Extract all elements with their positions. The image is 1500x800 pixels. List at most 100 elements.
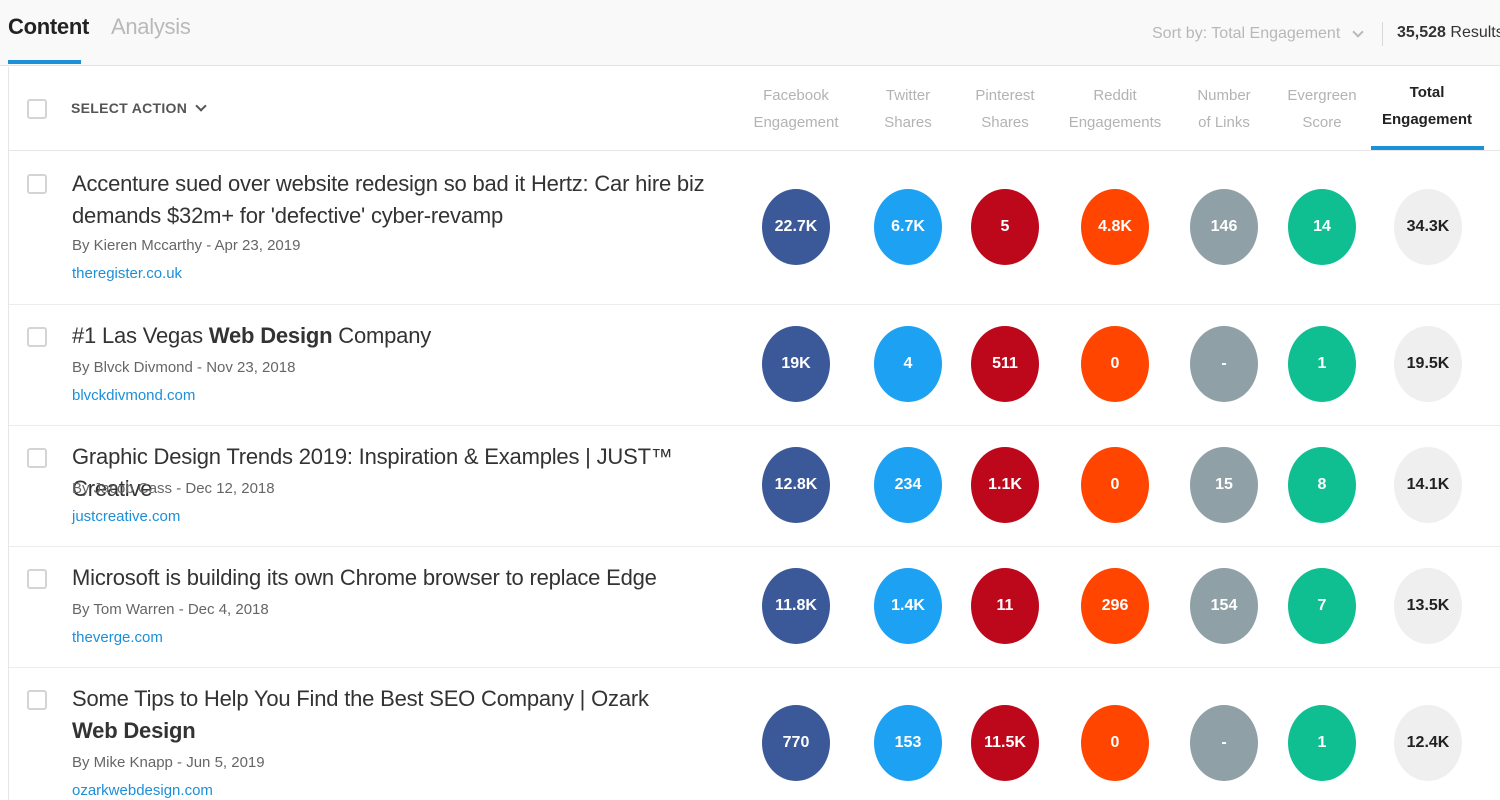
reddit-engagements-badge: 0	[1081, 705, 1149, 781]
article-title[interactable]: #1 Las Vegas Web Design Company	[72, 320, 722, 352]
column-header-links[interactable]: Number of Links	[1169, 82, 1279, 136]
tab-content[interactable]: Content	[8, 14, 89, 39]
column-header-total[interactable]: Total Engagement	[1372, 79, 1482, 133]
title-text: #1 Las Vegas	[72, 323, 209, 348]
column-header-line: Evergreen	[1287, 87, 1357, 104]
reddit-engagements-badge: 0	[1081, 326, 1149, 402]
column-header-line: Score	[1302, 114, 1342, 131]
article-meta: By Kieren Mccarthy - Apr 23, 2019	[72, 237, 301, 254]
total-engagement-badge: 12.4K	[1394, 705, 1462, 781]
evergreen-score-badge: 1	[1288, 705, 1356, 781]
title-text: Company	[332, 323, 432, 348]
column-header-line: Shares	[884, 114, 932, 131]
chevron-down-icon	[1352, 26, 1364, 38]
reddit-engagements-badge: 0	[1081, 447, 1149, 523]
number-of-links-badge: -	[1190, 705, 1258, 781]
article-domain-link[interactable]: theverge.com	[72, 629, 163, 646]
column-header-line: of Links	[1198, 114, 1250, 131]
table-row: #1 Las Vegas Web Design Company By Blvck…	[9, 305, 1500, 426]
twitter-shares-badge: 234	[874, 447, 942, 523]
column-header-line: Shares	[981, 114, 1029, 131]
title-highlight: Web Design	[72, 718, 196, 743]
table-row: Graphic Design Trends 2019: Inspiration …	[9, 426, 1500, 547]
total-engagement-badge: 13.5K	[1394, 568, 1462, 644]
row-checkbox[interactable]	[27, 448, 47, 468]
tab-analysis[interactable]: Analysis	[111, 14, 191, 39]
column-header-twitter[interactable]: Twitter Shares	[853, 82, 963, 136]
column-header-line: Engagements	[1068, 114, 1162, 131]
twitter-shares-badge: 4	[874, 326, 942, 402]
row-checkbox[interactable]	[27, 569, 47, 589]
results-number: 35,528	[1397, 24, 1446, 41]
article-domain-link[interactable]: justcreative.com	[72, 508, 181, 525]
pinterest-shares-badge: 511	[971, 326, 1039, 402]
column-header-line: Facebook	[763, 87, 829, 104]
article-title[interactable]: Graphic Design Trends 2019: Inspiration …	[72, 441, 722, 505]
table-row: Some Tips to Help You Find the Best SEO …	[9, 668, 1500, 800]
sort-dropdown[interactable]: Sort by: Total Engagement	[1152, 25, 1364, 43]
pinterest-shares-badge: 1.1K	[971, 447, 1039, 523]
title-text: Some Tips to Help You Find the Best SEO …	[72, 686, 649, 711]
article-domain-link[interactable]: theregister.co.uk	[72, 265, 183, 282]
reddit-engagements-badge: 296	[1081, 568, 1149, 644]
article-meta: By Tom Warren - Dec 4, 2018	[72, 601, 269, 618]
column-header-line: Engagement	[1381, 111, 1472, 128]
number-of-links-badge: -	[1190, 326, 1258, 402]
results-label: Results	[1450, 24, 1500, 41]
table-header: SELECT ACTION Facebook Engagement Twitte…	[9, 67, 1500, 151]
select-action-label: SELECT ACTION	[71, 100, 188, 116]
article-title[interactable]: Microsoft is building its own Chrome bro…	[72, 562, 722, 594]
article-domain-link[interactable]: ozarkwebdesign.com	[72, 782, 213, 799]
evergreen-score-badge: 14	[1288, 189, 1356, 265]
column-header-line: Number	[1197, 87, 1251, 104]
evergreen-score-badge: 7	[1288, 568, 1356, 644]
reddit-engagements-badge: 4.8K	[1081, 189, 1149, 265]
evergreen-score-badge: 8	[1288, 447, 1356, 523]
title-text: Accenture sued over website redesign so …	[72, 171, 705, 228]
article-meta: By Mike Knapp - Jun 5, 2019	[72, 754, 265, 771]
twitter-shares-badge: 6.7K	[874, 189, 942, 265]
total-engagement-badge: 19.5K	[1394, 326, 1462, 402]
title-text: Microsoft is building its own Chrome bro…	[72, 565, 657, 590]
results-count: 35,528 Results	[1397, 24, 1500, 42]
facebook-engagement-badge: 19K	[762, 326, 830, 402]
number-of-links-badge: 154	[1190, 568, 1258, 644]
row-checkbox[interactable]	[27, 174, 47, 194]
title-highlight: Web Design	[208, 323, 333, 348]
number-of-links-badge: 146	[1190, 189, 1258, 265]
article-title[interactable]: Accenture sued over website redesign so …	[72, 168, 722, 232]
column-header-reddit[interactable]: Reddit Engagements	[1060, 82, 1170, 136]
article-domain-link[interactable]: blvckdivmond.com	[72, 387, 196, 404]
column-header-line: Reddit	[1093, 87, 1137, 104]
select-all-checkbox[interactable]	[27, 99, 47, 119]
sorted-column-indicator	[1371, 146, 1484, 150]
select-action-dropdown[interactable]: SELECT ACTION	[71, 99, 207, 116]
pinterest-shares-badge: 5	[971, 189, 1039, 265]
top-tab-bar: Content Analysis Sort by: Total Engageme…	[0, 0, 1500, 66]
facebook-engagement-badge: 22.7K	[762, 189, 830, 265]
title-text: Graphic Design Trends 2019: Inspiration …	[72, 444, 673, 501]
table-row: Accenture sued over website redesign so …	[9, 151, 1500, 305]
total-engagement-badge: 14.1K	[1394, 447, 1462, 523]
row-checkbox[interactable]	[27, 327, 47, 347]
article-meta: By Blvck Divmond - Nov 23, 2018	[72, 359, 296, 376]
number-of-links-badge: 15	[1190, 447, 1258, 523]
facebook-engagement-badge: 12.8K	[762, 447, 830, 523]
article-title[interactable]: Some Tips to Help You Find the Best SEO …	[72, 683, 692, 747]
active-tab-indicator	[8, 60, 81, 64]
table-row: Microsoft is building its own Chrome bro…	[9, 547, 1500, 668]
row-checkbox[interactable]	[27, 690, 47, 710]
divider	[1382, 22, 1383, 46]
column-header-line: Twitter	[885, 87, 931, 104]
column-header-facebook[interactable]: Facebook Engagement	[741, 82, 851, 136]
column-header-line: Total	[1409, 84, 1445, 101]
evergreen-score-badge: 1	[1288, 326, 1356, 402]
column-header-evergreen[interactable]: Evergreen Score	[1267, 82, 1377, 136]
pinterest-shares-badge: 11	[971, 568, 1039, 644]
sort-label: Sort by: Total Engagement	[1152, 25, 1341, 42]
total-engagement-badge: 34.3K	[1394, 189, 1462, 265]
chevron-down-icon	[195, 99, 207, 112]
twitter-shares-badge: 1.4K	[874, 568, 942, 644]
column-header-line: Engagement	[753, 114, 839, 131]
column-header-pinterest[interactable]: Pinterest Shares	[950, 82, 1060, 136]
